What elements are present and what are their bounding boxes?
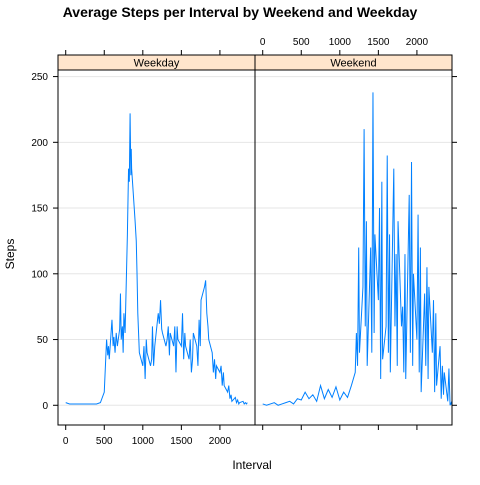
x-tick-label: 2000	[209, 436, 232, 447]
x-tick-label: 500	[96, 436, 113, 447]
y-axis-label: Steps	[3, 239, 17, 270]
x-tick-label: 1500	[367, 37, 390, 48]
y-tick-label: 0	[42, 401, 48, 412]
x-tick-label: 500	[293, 37, 310, 48]
y-tick-label: 50	[37, 335, 49, 346]
x-tick-label: 1000	[132, 436, 155, 447]
panels-layer	[58, 76, 453, 406]
x-tick-label: 1000	[329, 37, 352, 48]
y-tick-label: 250	[31, 72, 48, 83]
y-tick-label: 100	[31, 269, 48, 280]
series-line-weekday	[65, 113, 248, 406]
series-line-weekend	[262, 92, 453, 406]
x-tick-label: 2000	[406, 37, 429, 48]
y-tick-label: 150	[31, 204, 48, 215]
panel-frame	[57, 69, 256, 426]
x-tick-label: 0	[260, 37, 266, 48]
chart-title: Average Steps per Interval by Weekend an…	[63, 4, 418, 20]
axes-layer: Weekday 0 500 1000 1500 2000 0 50 100 150 200 250 We…	[31, 37, 457, 447]
y-tick-label: 200	[31, 138, 48, 149]
strip-label-weekend: Weekend	[330, 58, 376, 70]
x-axis-label: Interval	[232, 458, 271, 472]
x-tick-label: 1500	[170, 436, 193, 447]
panel-frame	[254, 69, 453, 426]
strip-label-weekday: Weekday	[134, 58, 180, 70]
x-tick-label: 0	[63, 436, 69, 447]
